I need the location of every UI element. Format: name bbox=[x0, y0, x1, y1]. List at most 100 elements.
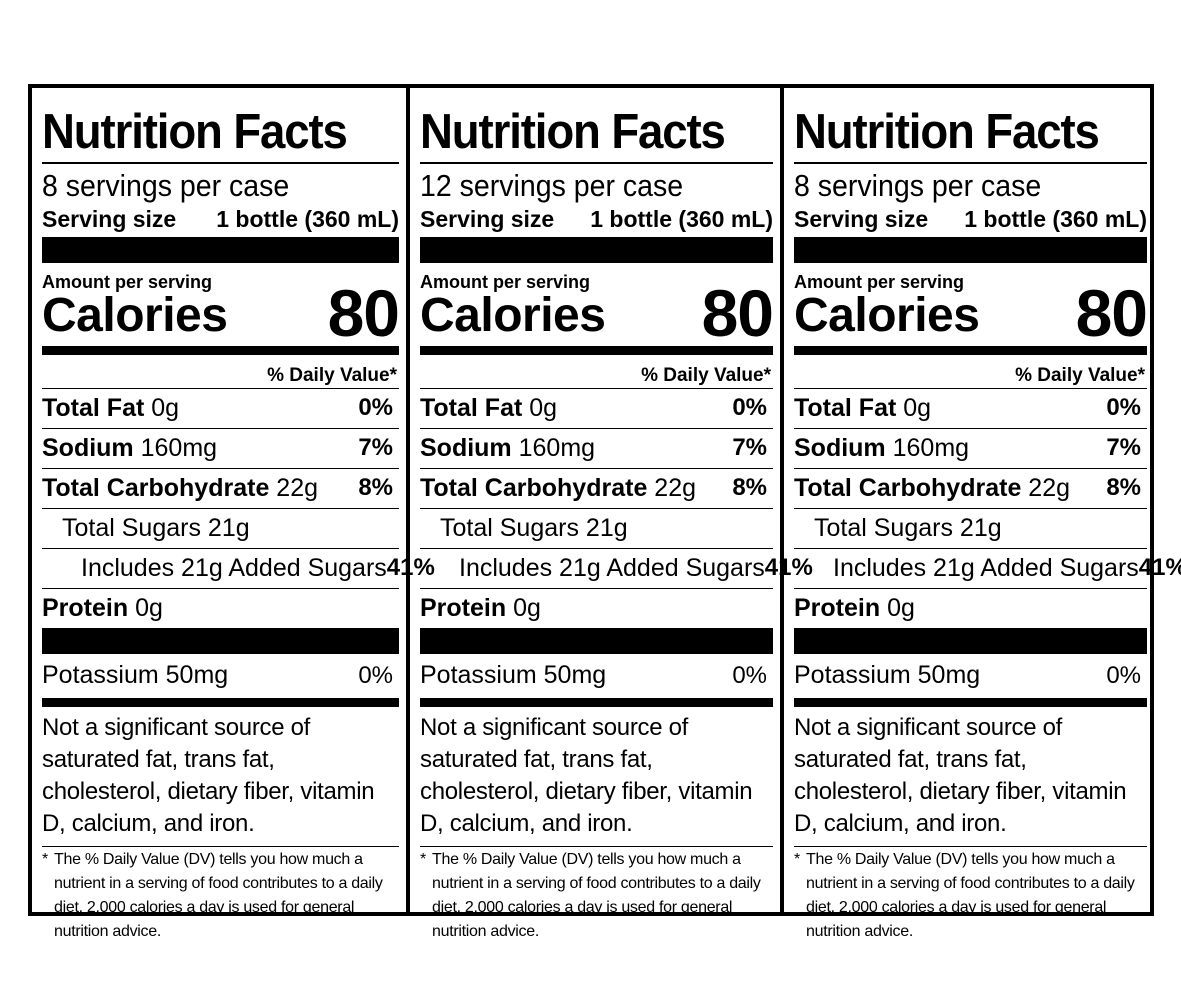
nutrient-row-total-fat: Total Fat 0g 0% bbox=[794, 387, 1147, 428]
calories-label: Calories bbox=[42, 288, 228, 342]
nutrient-amount: 0g bbox=[903, 393, 932, 422]
nutrient-amount: 160mg bbox=[518, 433, 596, 462]
nutrient-amount: 0g bbox=[135, 593, 163, 622]
nutrient-row-total-sugars: Total Sugars 21g bbox=[794, 507, 1147, 548]
serving-size-row: Serving size 1 bottle (360 mL) bbox=[420, 205, 773, 233]
nutrient-dv: 41% bbox=[386, 554, 435, 581]
nutrition-panel: Nutrition Facts 8 servings per case Serv… bbox=[32, 88, 435, 940]
nutrition-labels-frame: Nutrition Facts 8 servings per case Serv… bbox=[28, 84, 1181, 940]
serving-size-value: 1 bottle (360 mL) bbox=[590, 205, 773, 232]
divider bbox=[794, 845, 1147, 847]
nutrient-dv: 7% bbox=[358, 434, 393, 461]
calories-label: Calories bbox=[794, 288, 980, 342]
divider bbox=[420, 162, 773, 164]
thick-divider bbox=[420, 627, 773, 654]
nutrient-label: Protein bbox=[42, 593, 129, 622]
daily-value-header: % Daily Value* bbox=[267, 364, 397, 386]
nutrient-row-added-sugars: Includes 21g Added Sugars 41% bbox=[420, 547, 813, 588]
calories-row: Calories 80 bbox=[420, 275, 774, 350]
nutrient-dv: 0% bbox=[732, 661, 767, 689]
nutrient-dv: 41% bbox=[764, 554, 813, 581]
daily-value-header: % Daily Value* bbox=[1015, 364, 1145, 386]
daily-value-footnote: * The % Daily Value (DV) tells you how m… bbox=[794, 848, 1147, 944]
nutrient-row-potassium: Potassium 50mg 0% bbox=[420, 654, 773, 698]
calories-value: 80 bbox=[1075, 275, 1148, 350]
nutrient-label: Sodium bbox=[42, 433, 134, 462]
nutrient-row-potassium: Potassium 50mg 0% bbox=[794, 654, 1147, 698]
nutrient-amount: 0g bbox=[529, 393, 558, 422]
nutrient-amount: 0g bbox=[151, 393, 180, 422]
servings-per-container: 8 servings per case bbox=[42, 167, 290, 203]
nutrient-label: Potassium 50mg bbox=[794, 661, 981, 689]
nutrient-amount: 22g bbox=[1028, 473, 1071, 502]
nutrient-dv: 41% bbox=[1138, 554, 1181, 581]
calories-value: 80 bbox=[701, 275, 774, 350]
nutrient-label: Total Sugars 21g bbox=[62, 513, 250, 542]
thick-divider bbox=[42, 627, 399, 654]
medium-divider bbox=[794, 697, 1147, 707]
daily-value-header: % Daily Value* bbox=[641, 364, 771, 386]
nutrient-dv: 7% bbox=[732, 434, 767, 461]
footnote-text: The % Daily Value (DV) tells you how muc… bbox=[54, 851, 383, 940]
nutrient-label: Total Fat bbox=[42, 393, 145, 422]
calories-row: Calories 80 bbox=[42, 275, 400, 350]
divider bbox=[42, 162, 399, 164]
nutrient-label: Includes 21g Added Sugars bbox=[81, 553, 387, 582]
not-significant-note: Not a significant source of saturated fa… bbox=[794, 713, 1127, 837]
nutrient-row-added-sugars: Includes 21g Added Sugars 41% bbox=[42, 547, 435, 588]
footnote-text: The % Daily Value (DV) tells you how muc… bbox=[432, 851, 761, 940]
serving-size-label: Serving size bbox=[794, 205, 929, 232]
nutrient-label: Total Sugars 21g bbox=[440, 513, 628, 542]
nutrient-label: Potassium 50mg bbox=[420, 661, 607, 689]
nutrient-label: Total Carbohydrate bbox=[42, 473, 270, 502]
nutrient-amount: 0g bbox=[513, 593, 541, 622]
nutrient-dv: 0% bbox=[1106, 661, 1141, 689]
nutrient-row-protein: Protein 0g bbox=[420, 587, 773, 628]
medium-divider bbox=[42, 345, 399, 355]
nutrient-dv: 8% bbox=[1106, 474, 1141, 501]
panel-title: Nutrition Facts bbox=[420, 105, 726, 159]
divider bbox=[420, 845, 773, 847]
serving-size-row: Serving size 1 bottle (360 mL) bbox=[794, 205, 1147, 233]
serving-size-value: 1 bottle (360 mL) bbox=[216, 205, 399, 232]
nutrient-dv: 0% bbox=[732, 394, 767, 421]
serving-size-value: 1 bottle (360 mL) bbox=[964, 205, 1147, 232]
calories-label: Calories bbox=[420, 288, 606, 342]
nutrient-amount: 160mg bbox=[892, 433, 970, 462]
footnote-text: The % Daily Value (DV) tells you how muc… bbox=[806, 851, 1135, 940]
nutrient-row-total-sugars: Total Sugars 21g bbox=[42, 507, 399, 548]
nutrient-row-added-sugars: Includes 21g Added Sugars 41% bbox=[794, 547, 1181, 588]
nutrient-amount: 160mg bbox=[140, 433, 218, 462]
nutrient-dv: 7% bbox=[1106, 434, 1141, 461]
nutrient-dv: 0% bbox=[358, 661, 393, 689]
footnote-star: * bbox=[42, 851, 48, 868]
serving-size-label: Serving size bbox=[42, 205, 177, 232]
nutrient-row-sodium: Sodium 160mg 7% bbox=[794, 427, 1147, 468]
not-significant-note: Not a significant source of saturated fa… bbox=[420, 713, 753, 837]
nutrient-label: Includes 21g Added Sugars bbox=[459, 553, 765, 582]
daily-value-footnote: * The % Daily Value (DV) tells you how m… bbox=[42, 848, 399, 944]
nutrient-row-total-fat: Total Fat 0g 0% bbox=[420, 387, 773, 428]
thick-divider bbox=[794, 236, 1147, 263]
nutrient-row-potassium: Potassium 50mg 0% bbox=[42, 654, 399, 698]
nutrition-panel: Nutrition Facts 12 servings per case Ser… bbox=[406, 88, 813, 940]
nutrient-amount: 0g bbox=[887, 593, 915, 622]
medium-divider bbox=[42, 697, 399, 707]
nutrient-label: Protein bbox=[420, 593, 507, 622]
divider bbox=[794, 162, 1147, 164]
nutrient-label: Potassium 50mg bbox=[42, 661, 229, 689]
not-significant-note: Not a significant source of saturated fa… bbox=[42, 713, 375, 837]
calories-value: 80 bbox=[327, 275, 400, 350]
nutrient-dv: 0% bbox=[1106, 394, 1141, 421]
nutrition-panel: Nutrition Facts 8 servings per case Serv… bbox=[780, 88, 1181, 940]
serving-size-label: Serving size bbox=[420, 205, 555, 232]
servings-per-container: 12 servings per case bbox=[420, 167, 684, 203]
amount-per-serving: Amount per serving bbox=[794, 271, 965, 292]
thick-divider bbox=[794, 627, 1147, 654]
nutrient-label: Total Sugars 21g bbox=[814, 513, 1002, 542]
nutrient-row-protein: Protein 0g bbox=[794, 587, 1147, 628]
nutrient-row-carbohydrate: Total Carbohydrate 22g 8% bbox=[42, 467, 399, 508]
thick-divider bbox=[420, 236, 773, 263]
medium-divider bbox=[794, 345, 1147, 355]
nutrient-label: Total Fat bbox=[420, 393, 523, 422]
